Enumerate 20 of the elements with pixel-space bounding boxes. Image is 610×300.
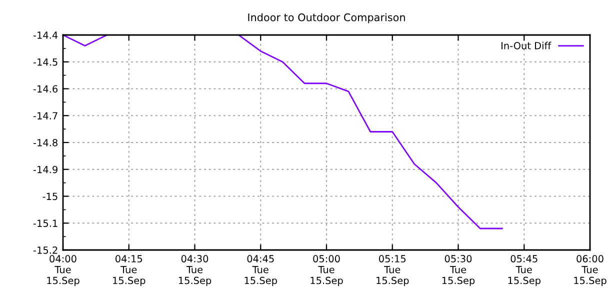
x-tick-label: 04:15 Tue 15.Sep: [113, 255, 146, 286]
chart-title: Indoor to Outdoor Comparison: [248, 13, 405, 24]
y-tick-label: -14.6: [33, 85, 58, 93]
y-tick-label: -15: [42, 192, 58, 200]
y-tick-label: -15.1: [33, 220, 58, 227]
y-tick-label: -14.4: [33, 32, 58, 39]
x-tick-label: 05:15 Tue 15.Sep: [376, 255, 409, 286]
x-tick-label: 06:00 Tue 15.Sep: [574, 255, 606, 286]
legend-label: In-Out Diff: [502, 42, 552, 50]
y-tick-label: -14.7: [33, 112, 58, 120]
x-tick-label: 04:45 Tue 15.Sep: [244, 255, 277, 286]
y-tick-label: -14.9: [33, 166, 58, 174]
x-tick-label: 05:45 Tue 15.Sep: [508, 255, 540, 286]
y-tick-label: -15.2: [33, 246, 58, 254]
x-tick-label: 04:00 Tue 15.Sep: [47, 255, 80, 286]
x-tick-label: 05:30 Tue 15.Sep: [442, 255, 475, 286]
y-tick-label: -14.8: [33, 138, 58, 146]
x-tick-label: 05:00 Tue 15.Sep: [310, 255, 343, 286]
y-tick-label: -14.5: [33, 58, 58, 66]
x-tick-label: 04:30 Tue 15.Sep: [178, 255, 212, 286]
